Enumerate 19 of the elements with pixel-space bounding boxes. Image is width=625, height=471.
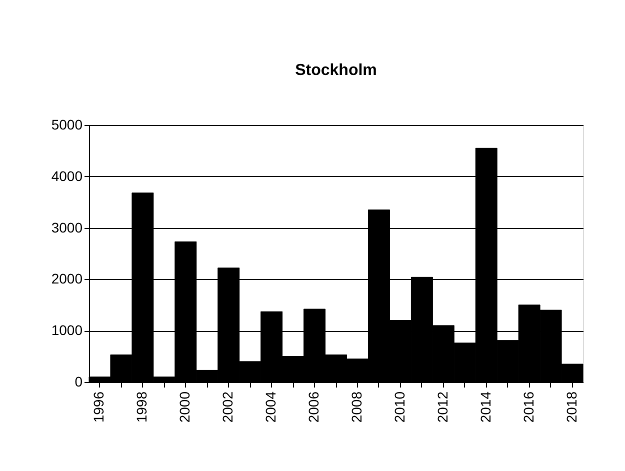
y-tick-label: 2000 <box>51 270 83 287</box>
y-tick-label: 3000 <box>51 219 83 236</box>
x-tick-label: 2004 <box>262 391 279 423</box>
y-tick-label: 4000 <box>51 168 83 184</box>
x-tick-label: 2012 <box>434 391 450 423</box>
x-tick-label: 2006 <box>306 391 322 423</box>
y-tick-label: 0 <box>74 374 83 390</box>
x-tick-label: 2000 <box>176 391 193 423</box>
chart-title: Stockholm <box>295 62 377 79</box>
x-tick-label: 1996 <box>90 391 107 423</box>
x-tick-label: 2014 <box>477 391 494 423</box>
y-tick-label: 5000 <box>51 116 83 132</box>
x-tick-label: 1998 <box>134 391 150 423</box>
x-tick-label: 2008 <box>348 391 364 423</box>
x-tick-label: 2018 <box>563 391 580 423</box>
x-tick-label: 2016 <box>520 391 536 423</box>
x-tick-label: 2002 <box>220 391 236 423</box>
x-tick-label: 2010 <box>391 391 408 423</box>
y-tick-label: 1000 <box>51 322 83 338</box>
